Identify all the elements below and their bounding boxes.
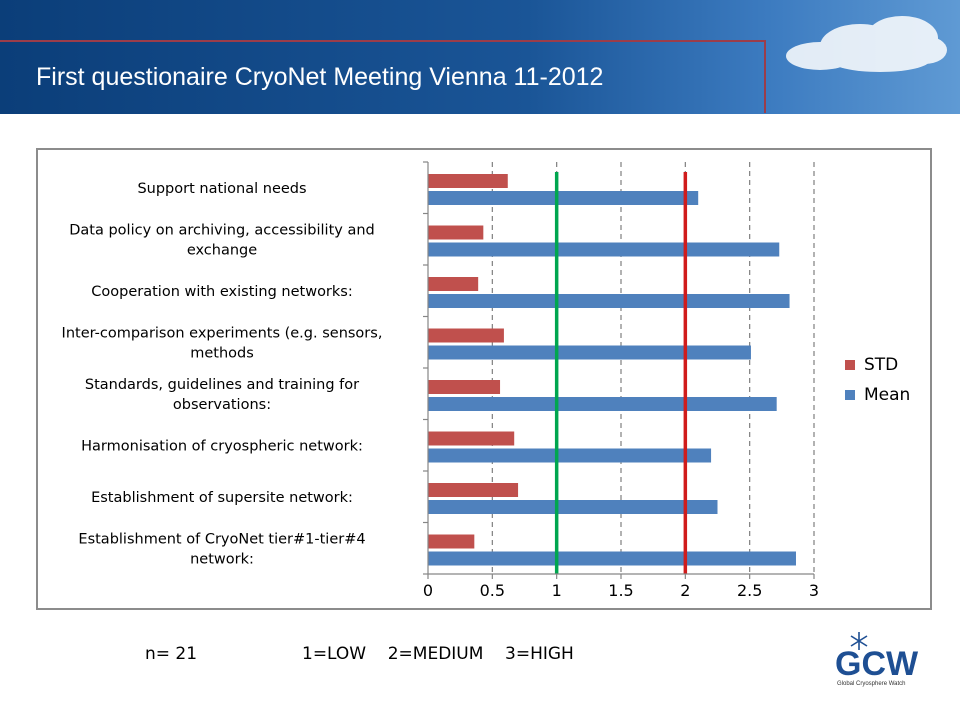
bar-mean <box>428 191 699 205</box>
bar-mean <box>428 448 712 463</box>
category-label-line: Support national needs <box>137 181 306 197</box>
bar-mean <box>428 345 751 360</box>
page-title: First questionaire CryoNet Meeting Vienn… <box>36 63 604 91</box>
category-label: Inter-comparison experiments (e.g. senso… <box>62 325 383 361</box>
bar-mean <box>428 551 796 566</box>
x-tick-label: 0 <box>423 581 433 600</box>
category-label: Support national needs <box>137 181 306 197</box>
x-tick-label: 1.5 <box>608 581 633 600</box>
bar-chart: Support national needs Data policy on arc… <box>62 161 910 600</box>
category-label-line: Establishment of supersite network: <box>91 490 353 506</box>
category-label-line: Inter-comparison experiments (e.g. senso… <box>62 325 383 341</box>
category-label: Establishment of CryoNet tier#1-tier#4 ne… <box>78 531 365 567</box>
bar-std <box>428 277 479 291</box>
category-label: Standards, guidelines and training for ob… <box>85 377 359 413</box>
category-label: Harmonisation of cryospheric network: <box>81 438 363 454</box>
bar-std <box>428 174 508 188</box>
x-tick-label: 1 <box>552 581 562 600</box>
x-tick-label: 3 <box>809 581 819 600</box>
legend-label-mean: Mean <box>864 385 910 405</box>
x-tick-label: 0.5 <box>480 581 505 600</box>
x-tick-label: 2.5 <box>737 581 762 600</box>
gcw-logo: GCW Global Cryosphere Watch <box>833 630 925 688</box>
category-label: Establishment of supersite network: <box>91 490 353 506</box>
category-label-line: observations: <box>173 397 271 413</box>
category-label-line: exchange <box>187 242 257 258</box>
bar-std <box>428 483 519 497</box>
x-tick-label: 2 <box>680 581 690 600</box>
category-label-line: Establishment of CryoNet tier#1-tier#4 <box>78 531 365 547</box>
scale-legend-label: 1=LOW 2=MEDIUM 3=HIGH <box>302 644 574 664</box>
legend-label-std: STD <box>864 355 898 375</box>
legend-swatch-mean <box>845 390 855 400</box>
bar-std <box>428 225 484 240</box>
bar-mean <box>428 500 718 514</box>
category-label-line: methods <box>190 345 254 361</box>
category-label-line: network: <box>190 551 254 567</box>
sample-size-label: n= 21 <box>145 644 198 664</box>
snowflake-icon <box>850 632 868 650</box>
category-label-line: Cooperation with existing networks: <box>91 284 352 300</box>
bar-mean <box>428 294 790 308</box>
bar-mean <box>428 242 780 257</box>
header-banner: First questionaire CryoNet Meeting Vienn… <box>0 0 960 114</box>
category-label: Data policy on archiving, accessibility … <box>69 222 374 258</box>
bar-mean <box>428 397 777 411</box>
gcw-logo-graphic: GCW Global Cryosphere Watch <box>835 632 919 687</box>
cloud-icon <box>786 16 947 72</box>
bar-std <box>428 380 501 394</box>
category-label-line: Data policy on archiving, accessibility … <box>69 222 374 238</box>
logo-subtitle: Global Cryosphere Watch <box>837 681 905 687</box>
category-label-line: Standards, guidelines and training for <box>85 377 359 393</box>
category-label: Cooperation with existing networks: <box>91 284 352 300</box>
bar-std <box>428 534 475 549</box>
category-label-line: Harmonisation of cryospheric network: <box>81 438 363 454</box>
chart-frame: Support national needs Data policy on arc… <box>36 148 932 610</box>
header-accent-line <box>0 40 766 113</box>
bar-std <box>428 328 504 343</box>
logo-wordmark: GCW <box>835 645 919 683</box>
legend-swatch-std <box>845 360 855 370</box>
bar-std <box>428 431 515 446</box>
